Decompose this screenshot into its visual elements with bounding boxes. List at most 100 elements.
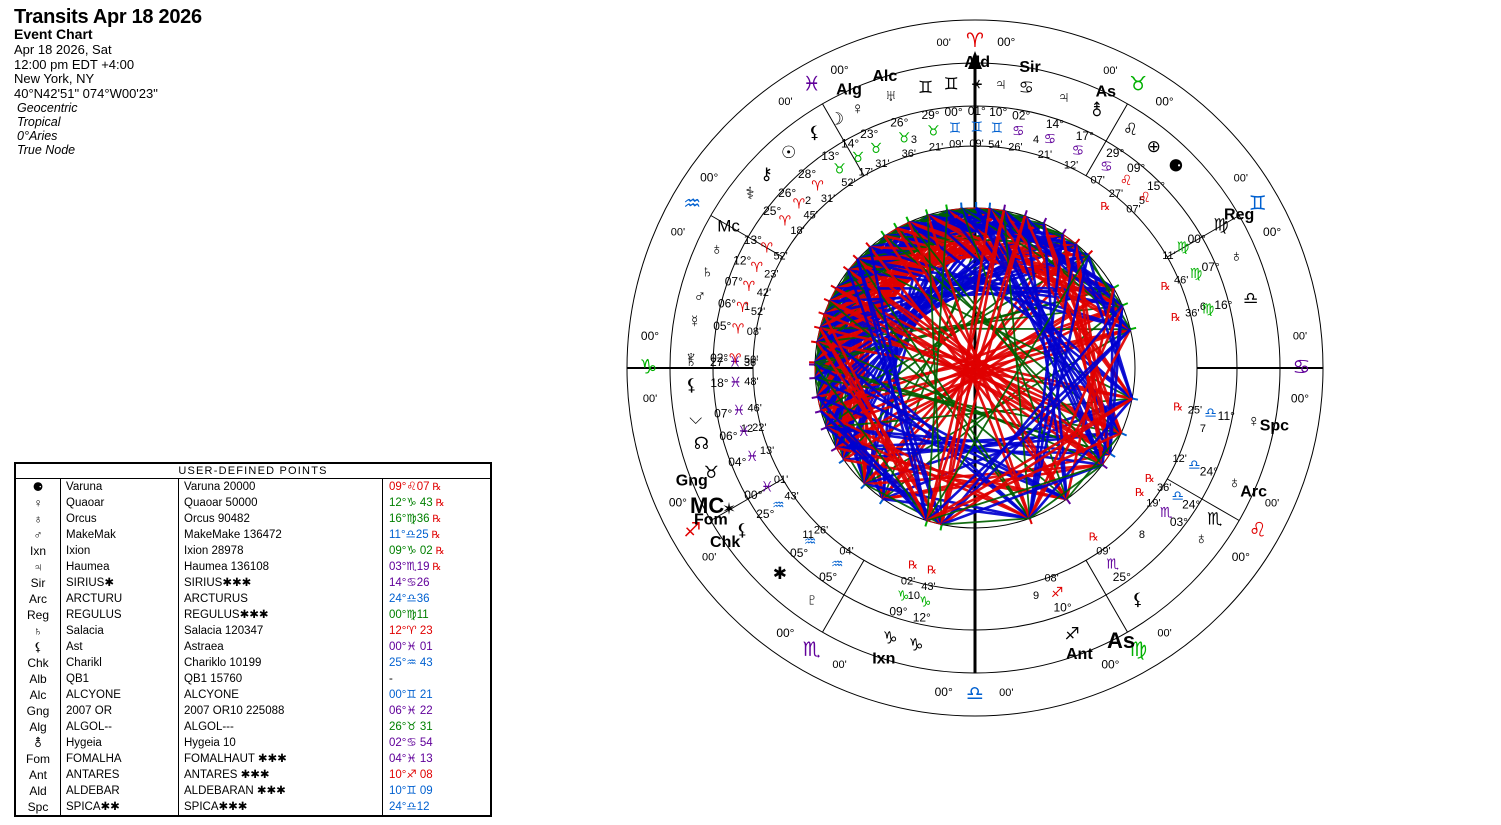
page-title: Transits Apr 18 2026 [14, 6, 202, 28]
planet-glyph-icon[interactable]: ♅ [885, 86, 898, 105]
planet-sign-glyph: ♐ [1051, 584, 1064, 600]
planet-degree: 24° [1200, 464, 1218, 478]
planet-glyph-icon[interactable]: ⊕ [1147, 137, 1161, 156]
point-abbr: Orcus [61, 511, 179, 527]
point-glyph-icon: Sir [16, 575, 61, 591]
planet-minute: 52' [841, 177, 855, 189]
house-number: 2 [805, 195, 811, 207]
planet-glyph-icon[interactable]: ♎ [1243, 289, 1258, 308]
planet-minute: 50' [744, 354, 758, 366]
planet-degree: 23° [860, 127, 878, 141]
outer-sign-degree: 00° [776, 626, 794, 640]
point-position: 10°♐ 08 [389, 769, 433, 781]
planet-glyph-icon[interactable]: ☉ [781, 143, 796, 162]
point-abbr: MakeMak [61, 527, 179, 543]
planet-glyph-icon[interactable]: ♇ [806, 590, 819, 609]
outer-sign-minute: 00' [999, 687, 1013, 699]
planet-glyph-icon[interactable]: ♁ [1195, 529, 1208, 548]
planet-glyph-icon[interactable]: ♁ [1228, 473, 1241, 492]
point-name: ALDEBARAN ✱✱✱ [179, 783, 383, 799]
planet-glyph-icon[interactable]: ♃ [1057, 88, 1070, 107]
outer-sign-minute: 00' [643, 393, 657, 405]
planet-glyph-icon[interactable]: ♁ [1230, 247, 1243, 266]
planet-glyph-icon[interactable]: ♊ [944, 74, 959, 93]
planet-degree: 14° [1046, 117, 1064, 131]
planet-glyph-icon[interactable]: ♌ [1123, 120, 1138, 139]
planet-minute: 45' [803, 210, 817, 222]
planet-glyph-icon[interactable]: ♄ [685, 352, 698, 371]
planet-glyph-icon[interactable]: ♏ [1207, 510, 1222, 529]
outer-sign-minute: 00' [778, 96, 792, 108]
planet-glyph-icon[interactable]: ⚷ [760, 165, 772, 184]
table-row: Alb QB1 QB1 15760- [16, 671, 490, 687]
planet-degree: 09° [889, 604, 907, 618]
planet-glyph-icon[interactable]: ⚨ [1090, 101, 1104, 120]
planet-glyph-icon[interactable]: ♊ [918, 78, 933, 97]
planet-glyph-icon[interactable]: ⚸ [808, 123, 820, 142]
planet-sign-glyph: ♓ [761, 479, 774, 495]
planet-sign-glyph: ♒ [831, 555, 844, 571]
planet-glyph-icon[interactable]: ⚕ [745, 184, 754, 203]
planet-glyph-icon[interactable]: ♃ [994, 75, 1007, 94]
outer-sign-glyph: ♓ [803, 74, 821, 96]
point-position: 16°♍36 ℞ [389, 513, 442, 525]
planet-glyph-icon[interactable]: ⚈ [1168, 157, 1183, 176]
point-name: FOMALHAUT ✱✱✱ [179, 751, 383, 767]
planet-degree: 13° [821, 149, 839, 163]
fixed-star-label: Fom [694, 512, 728, 529]
planet-glyph-icon[interactable]: ☊ [694, 434, 709, 453]
table-row: ♁ Orcus Orcus 90482 16°♍36 ℞ [16, 511, 490, 527]
point-abbr: SPICA✱✱ [61, 799, 179, 815]
planet-glyph-icon[interactable]: ♑ [882, 628, 897, 647]
planet-glyph-icon[interactable]: ♀ [851, 99, 864, 118]
planet-glyph-icon[interactable]: ✶ [722, 499, 736, 518]
planet-minute: 08' [1044, 572, 1058, 584]
point-glyph-icon: ♄ [16, 623, 61, 639]
planet-glyph-icon[interactable]: ☽ [829, 110, 844, 129]
planet-glyph-icon[interactable]: ♍ [1213, 215, 1228, 234]
planet-glyph-icon[interactable]: ⚹ [972, 73, 982, 92]
planet-glyph-icon[interactable]: ♐ [1065, 624, 1080, 643]
chart-wheel[interactable]: ♑ 00° 00' ♒ 00° 00' ♓ 00° 00' ♈ 00° 00' ♉ 00° 00' ♊ 00° 0… [580, 0, 1370, 790]
point-abbr: QB1 [61, 671, 179, 687]
outer-sign-degree: 00° [641, 329, 659, 343]
fixed-star-label: Ald [964, 54, 990, 71]
planet-sign-glyph: ♉ [870, 140, 883, 156]
point-abbr: 2007 OR [61, 703, 179, 719]
planet-glyph-icon[interactable]: ♆ [685, 348, 698, 367]
planet-glyph-icon[interactable]: ♀ [1247, 412, 1260, 431]
point-glyph-icon: Ixn [16, 543, 61, 559]
point-position: 02°♋ 54 [389, 737, 433, 749]
planet-degree: 04° [728, 455, 746, 469]
point-abbr: ANTARES [61, 767, 179, 783]
planet-degree: 26° [890, 116, 908, 130]
planet-glyph-icon[interactable]: ✱ [773, 564, 787, 583]
planet-degree: 29° [921, 108, 939, 122]
planet-glyph-icon[interactable]: ♂ [694, 287, 707, 306]
planet-glyph-icon[interactable]: ♉ [704, 463, 719, 482]
point-position: - [389, 673, 393, 685]
planet-degree: 00° [945, 105, 963, 119]
house-number: 12 [741, 423, 753, 435]
fixed-star-label: Sir [1019, 59, 1040, 76]
planet-glyph-icon[interactable]: ⚸ [685, 375, 697, 394]
planet-minute: 52' [751, 306, 765, 318]
planet-glyph-icon[interactable]: ⌵ [689, 409, 702, 428]
outer-sign-degree: 00° [935, 685, 953, 699]
planet-glyph-icon[interactable]: ♄ [701, 262, 714, 281]
planet-glyph-icon[interactable]: ⚸ [736, 520, 748, 539]
point-name: ALCYONE [179, 687, 383, 703]
planet-sign-glyph: ♓ [738, 423, 751, 439]
planet-degree: 12° [913, 611, 931, 625]
house-number: 7 [1200, 423, 1206, 435]
retrograde-icon: ℞ [927, 564, 937, 576]
planet-glyph-icon[interactable]: ♋ [1019, 78, 1034, 97]
planet-glyph-icon[interactable]: ☿ [688, 312, 701, 331]
planet-glyph-icon[interactable]: ♑ [908, 635, 923, 654]
planet-glyph-icon[interactable]: ⚸ [1132, 590, 1144, 609]
planet-glyph-icon[interactable]: ♁ [710, 239, 723, 258]
table-row: Arc ARCTURU ARCTURUS 24°♎36 [16, 591, 490, 607]
planet-glyph-icon[interactable]: Mc [717, 216, 740, 235]
planet-sign-glyph: ♎ [1188, 456, 1201, 472]
house-number: 8 [1139, 529, 1145, 541]
